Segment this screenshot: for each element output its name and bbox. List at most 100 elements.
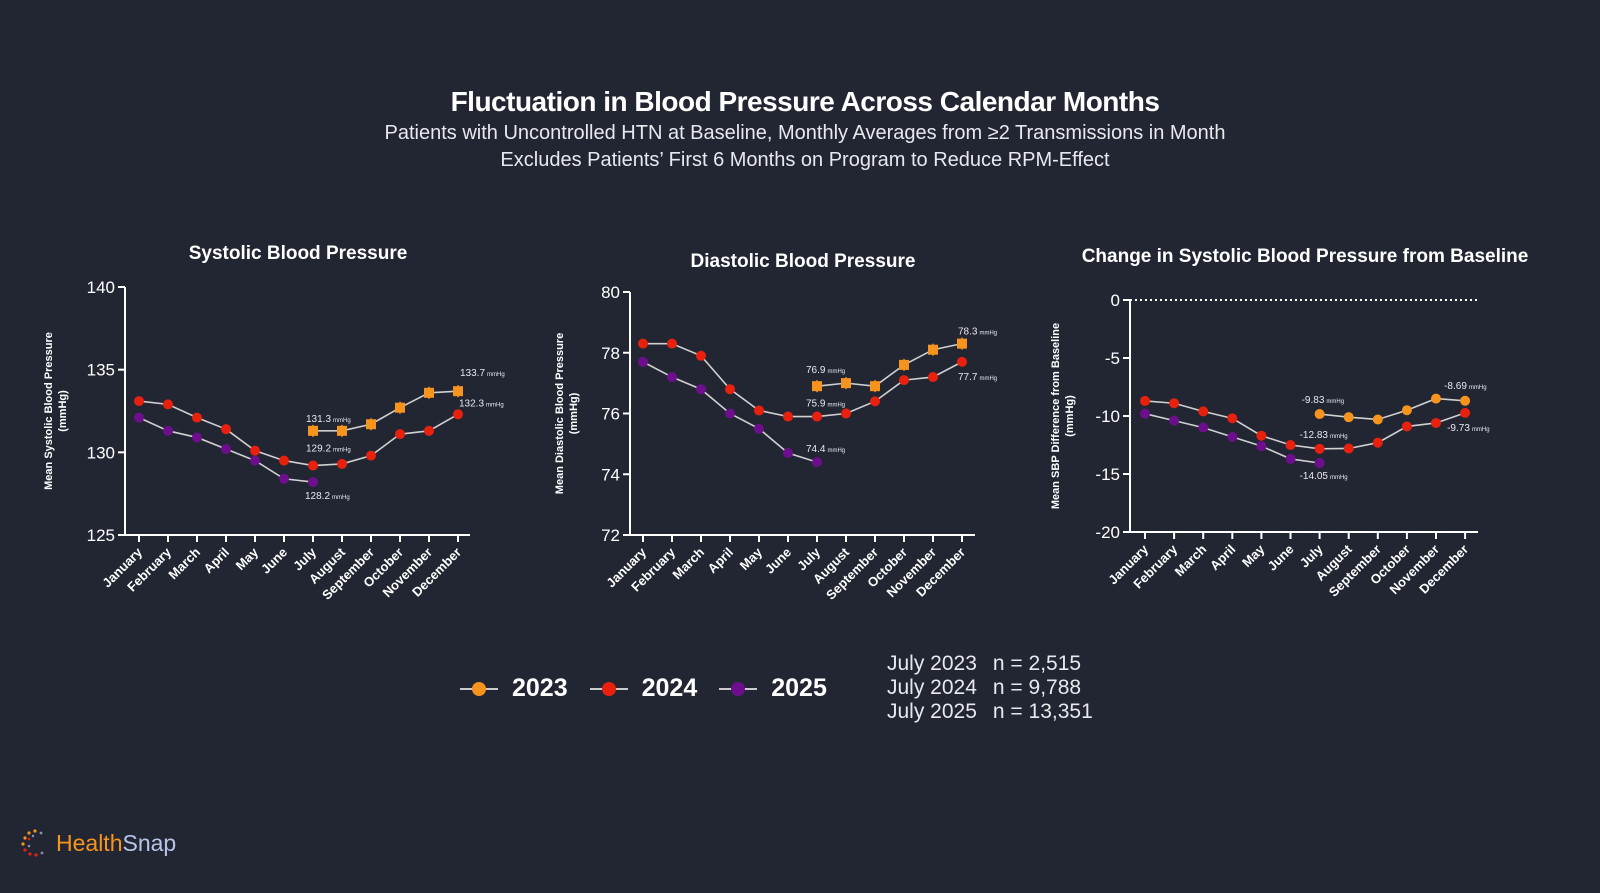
- annotation-unit: mmHg: [332, 495, 350, 501]
- data-point-2025: [134, 412, 144, 423]
- data-point-2024: [1285, 440, 1296, 450]
- annotation-value: 75.9: [806, 399, 826, 410]
- legend-item-2025: 2025: [719, 674, 827, 703]
- data-point-2025: [1227, 431, 1238, 442]
- chart-title: Systolic Blood Pressure: [189, 243, 408, 264]
- annotation-value: 74.4: [806, 444, 826, 455]
- data-point-2024: [696, 350, 706, 361]
- data-point-2023: [812, 381, 822, 392]
- x-tick-label: June: [762, 545, 794, 577]
- y-tick-label: 76: [601, 405, 620, 424]
- y-tick-label: 78: [601, 344, 620, 363]
- subtitle-line-2: Excludes Patients’ First 6 Months on Pro…: [500, 149, 1110, 171]
- data-point-2023: [1372, 414, 1383, 425]
- annotation-value: 77.7: [958, 372, 978, 383]
- x-tick-label: March: [1172, 541, 1210, 579]
- sample-label: July 2024: [887, 676, 977, 699]
- data-point-2025: [783, 447, 793, 458]
- annotation-value: -12.83: [1300, 430, 1329, 441]
- annotation-value: 131.3: [306, 414, 331, 425]
- legend: 2023 2024 2025: [460, 674, 839, 703]
- y-axis-label: Mean Diastolic Blood Pressure (mmHg): [554, 333, 580, 494]
- data-point-2025: [1285, 453, 1296, 464]
- data-point-2025: [1256, 441, 1267, 452]
- data-point-2024: [667, 338, 677, 349]
- annotation-unit: mmHg: [487, 372, 505, 378]
- annotation-unit: mmHg: [1330, 475, 1348, 481]
- sample-n: n = 13,351: [992, 700, 1093, 723]
- x-tick-label: June: [1265, 542, 1297, 574]
- data-point-2024: [134, 396, 144, 407]
- data-point-2024: [1140, 395, 1150, 406]
- y-axis-label-line: (mmHg): [1064, 395, 1076, 437]
- annotation-value: 78.3: [958, 327, 978, 338]
- data-point-2024: [899, 375, 909, 386]
- sample-n: n = 2,515: [992, 652, 1082, 675]
- data-point-2023: [424, 387, 434, 398]
- page-title: Fluctuation in Blood Pressure Across Cal…: [450, 86, 1160, 117]
- data-point-2024: [1198, 406, 1209, 417]
- data-point-2025: [1169, 415, 1180, 426]
- sample-label: July 2023: [887, 652, 977, 675]
- annotation-value: 132.3: [459, 398, 484, 409]
- data-point-2024: [337, 458, 347, 469]
- annotation-value: 128.2: [305, 491, 330, 502]
- data-point-2024: [957, 356, 967, 367]
- y-axis-label-line: Mean Diastolic Blood Pressure: [554, 333, 566, 494]
- data-point-2024: [221, 424, 231, 435]
- data-point-2024: [1372, 437, 1383, 448]
- data-point-2024: [725, 384, 735, 395]
- data-annotation: 132.3 mmHg: [459, 398, 504, 409]
- chart-3: Change in Systolic Blood Pressure from B…: [1050, 246, 1528, 600]
- sample-size-row: July 2024 n = 9,788: [887, 676, 1093, 700]
- data-point-2025: [725, 408, 735, 419]
- y-tick-label: 125: [87, 526, 115, 545]
- y-axis-label-line: Mean Systolic Blood Pressure: [43, 332, 55, 490]
- data-point-2025: [1198, 422, 1209, 433]
- data-point-2023: [337, 425, 347, 436]
- annotation-value: 76.9: [806, 365, 826, 376]
- data-annotation: 131.3 mmHg: [306, 414, 351, 425]
- data-point-2024: [1227, 413, 1238, 424]
- data-point-2024: [279, 455, 289, 466]
- sample-size-row: July 2025 n = 13,351: [887, 700, 1093, 724]
- y-tick-label: 0: [1111, 291, 1120, 310]
- data-point-2024: [812, 411, 822, 422]
- data-point-2024: [841, 408, 851, 419]
- annotation-value: 129.2: [306, 444, 331, 455]
- series-line-2024: [643, 342, 963, 418]
- y-axis-label: Mean SBP Difference from Baseline (mmHg): [1050, 323, 1076, 509]
- series-line-2023: [816, 342, 963, 387]
- data-point-2024: [308, 460, 318, 471]
- y-tick-label: 74: [601, 465, 620, 484]
- y-axis-label: Mean Systolic Blood Pressure (mmHg): [43, 332, 69, 490]
- x-tick-label: May: [737, 544, 766, 573]
- annotation-unit: mmHg: [486, 402, 504, 408]
- sample-size-row: July 2023 n = 2,515: [887, 652, 1093, 676]
- legend-marker-2025: [719, 681, 758, 696]
- data-point-2025: [638, 356, 648, 367]
- x-tick-label: March: [669, 544, 707, 582]
- data-annotation: 128.2 mmHg: [305, 491, 350, 502]
- data-point-2024: [1431, 417, 1441, 428]
- data-point-2024: [163, 399, 173, 410]
- legend-label: 2024: [641, 674, 698, 702]
- data-point-2025: [279, 473, 289, 484]
- data-point-2024: [638, 338, 648, 349]
- data-point-2025: [696, 384, 706, 395]
- data-point-2023: [395, 402, 405, 413]
- data-point-2024: [366, 450, 376, 461]
- annotation-unit: mmHg: [1326, 399, 1344, 405]
- data-point-2025: [812, 457, 822, 468]
- data-annotation: -12.83 mmHg: [1300, 430, 1348, 441]
- healthsnap-logo: HealthSnap: [20, 828, 176, 858]
- data-point-2024: [395, 429, 405, 440]
- annotation-unit: mmHg: [979, 376, 997, 382]
- data-point-2025: [1140, 408, 1150, 419]
- data-point-2024: [453, 409, 463, 420]
- data-point-2025: [163, 425, 173, 436]
- annotation-unit: mmHg: [827, 448, 845, 454]
- data-point-2024: [250, 445, 260, 456]
- data-point-2023: [1314, 409, 1325, 420]
- data-point-2023: [870, 381, 880, 392]
